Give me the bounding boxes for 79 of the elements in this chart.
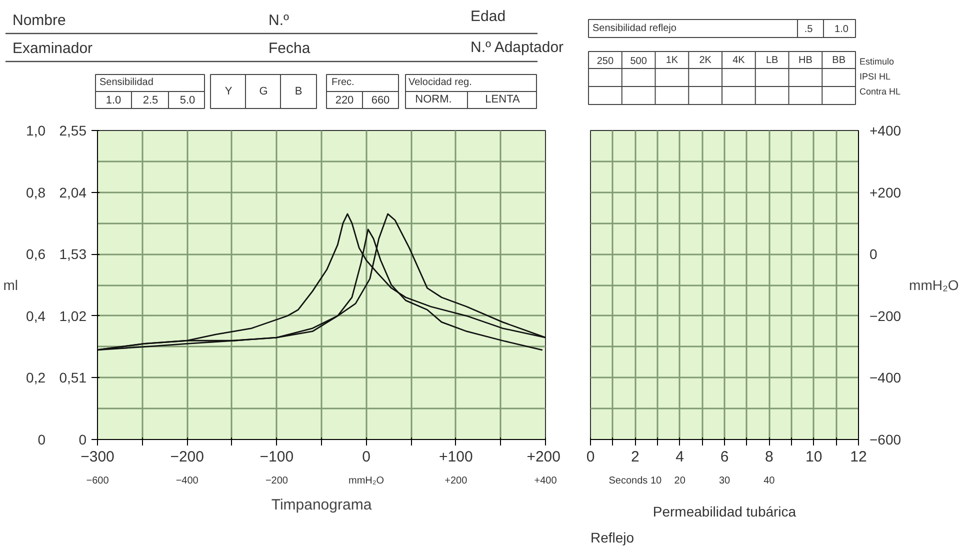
y-tick-label: 0,6 [26,246,46,262]
text: 5.0 [180,94,196,106]
text: Edad [470,8,506,25]
text: 1.0 [106,94,122,106]
x2-tick-label: −600 [86,476,110,486]
text: Velocidad reg. [408,77,472,88]
text: 1K [666,55,678,66]
x-tick-label: −100 [260,448,294,466]
text: Contra HL [860,86,901,96]
x-axis-title: Permeabilidad tubárica [652,504,796,520]
x2-tick-label: 40 [764,476,776,486]
y-tick-label: −600 [870,432,902,448]
y2-tick-label: 0,51 [59,370,87,386]
x-tick-label: 8 [764,448,774,466]
text: 1.0 [834,24,849,35]
y2-tick-label: 1,53 [59,246,87,262]
y2-tick-label: 2,04 [59,184,87,200]
y-axis-title: mmH₂O [909,277,959,293]
x-tick-label: 0 [362,448,370,466]
text: Estimulo [860,56,894,66]
text: Nombre [12,12,66,29]
text: Fecha [268,40,311,57]
x-tick-label: 12 [850,448,867,466]
text: 250 [596,56,614,67]
text: LB [766,55,779,66]
y-axis-title: ml [3,277,18,293]
text: 2K [699,55,712,66]
y-tick-label: 0 [38,432,46,448]
text: Reflejo [590,530,634,546]
y-tick-label: 0 [870,246,878,262]
y-tick-label: 0,2 [26,370,46,386]
x2-tick-label: Seconds 10 [608,476,662,486]
text: N.º [268,12,290,29]
y-tick-label: 0,4 [26,308,46,324]
text: NORM. [415,94,452,106]
y2-tick-label: 1,02 [59,308,87,324]
x-tick-label: 10 [805,448,822,466]
x-tick-label: 0 [586,448,595,466]
x-tick-label: +100 [439,448,473,466]
text: LENTA [485,94,520,106]
text: 660 [371,94,390,106]
text: IPSI HL [860,72,891,82]
x2-tick-label: +400 [534,476,558,486]
x-tick-label: +200 [526,448,561,466]
text: 2.5 [142,94,158,106]
text: Timpanograma [271,496,372,514]
text: Sensibilidad [100,77,154,88]
y-tick-label: +400 [870,122,902,138]
y2-tick-label: 2,55 [59,122,87,138]
text: Frec. [332,77,354,88]
x2-tick-label: +200 [444,476,468,486]
x-tick-label: −300 [80,448,114,466]
y-tick-label: −400 [870,370,902,386]
y-tick-label: 1,0 [26,122,46,138]
text: BB [832,55,846,66]
x2-tick-label: 30 [718,476,730,486]
x-tick-label: −200 [170,448,204,466]
text: B [294,86,302,98]
text: HB [798,55,813,66]
y-tick-label: −200 [870,308,902,324]
y2-tick-label: 0 [78,432,87,448]
x2-tick-label: mmH₂O [348,476,384,486]
x-tick-label: 4 [676,448,684,466]
x2-tick-label: −200 [265,476,288,486]
text: Examinador [12,40,93,57]
x2-tick-label: −400 [176,476,199,486]
x2-tick-label: 20 [674,476,686,486]
text: .5 [804,24,814,35]
y-tick-label: +200 [870,184,902,200]
y-tick-label: 0,8 [26,184,46,200]
text: 4K [732,55,746,66]
x-tick-label: 2 [630,448,640,466]
text: 220 [335,94,354,106]
text: N.º Adaptador [470,39,564,56]
text: G [259,86,268,98]
text: Sensibilidad reflejo [592,23,677,34]
x-tick-label: 6 [720,448,729,466]
text: Y [224,86,233,98]
text: 500 [630,56,648,67]
